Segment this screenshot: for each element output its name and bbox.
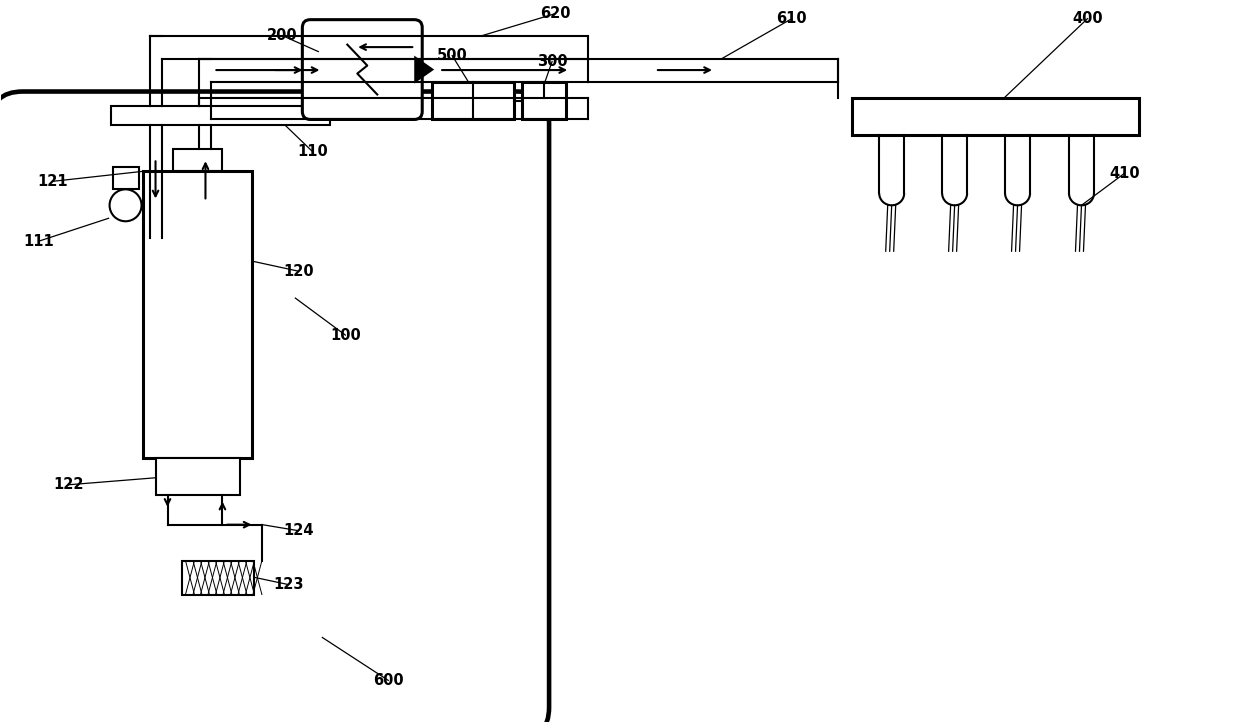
Bar (110, 106, 330, 126)
Text: 122: 122 (53, 477, 84, 492)
Text: 610: 610 (776, 11, 807, 26)
Bar (155, 458, 241, 495)
Text: 400: 400 (1073, 11, 1102, 26)
Circle shape (109, 189, 141, 221)
Bar (522, 82, 567, 119)
FancyBboxPatch shape (0, 92, 549, 723)
Bar (172, 150, 222, 171)
Text: 600: 600 (373, 673, 403, 688)
Bar (143, 171, 253, 458)
Text: 123: 123 (273, 577, 304, 592)
Text: 124: 124 (283, 523, 314, 538)
Polygon shape (414, 56, 434, 84)
Text: 111: 111 (24, 234, 55, 249)
Text: 121: 121 (37, 174, 68, 189)
Bar (113, 167, 139, 189)
Bar (182, 560, 254, 594)
Text: 100: 100 (330, 328, 361, 343)
Text: 200: 200 (267, 28, 298, 43)
Text: 410: 410 (1109, 166, 1140, 181)
Text: 300: 300 (537, 54, 568, 69)
Bar (852, 98, 1140, 135)
Text: 120: 120 (283, 264, 314, 278)
Text: 500: 500 (436, 48, 467, 63)
FancyBboxPatch shape (303, 20, 423, 119)
Bar (433, 82, 515, 119)
Text: 620: 620 (539, 7, 570, 21)
Text: 110: 110 (296, 144, 327, 159)
